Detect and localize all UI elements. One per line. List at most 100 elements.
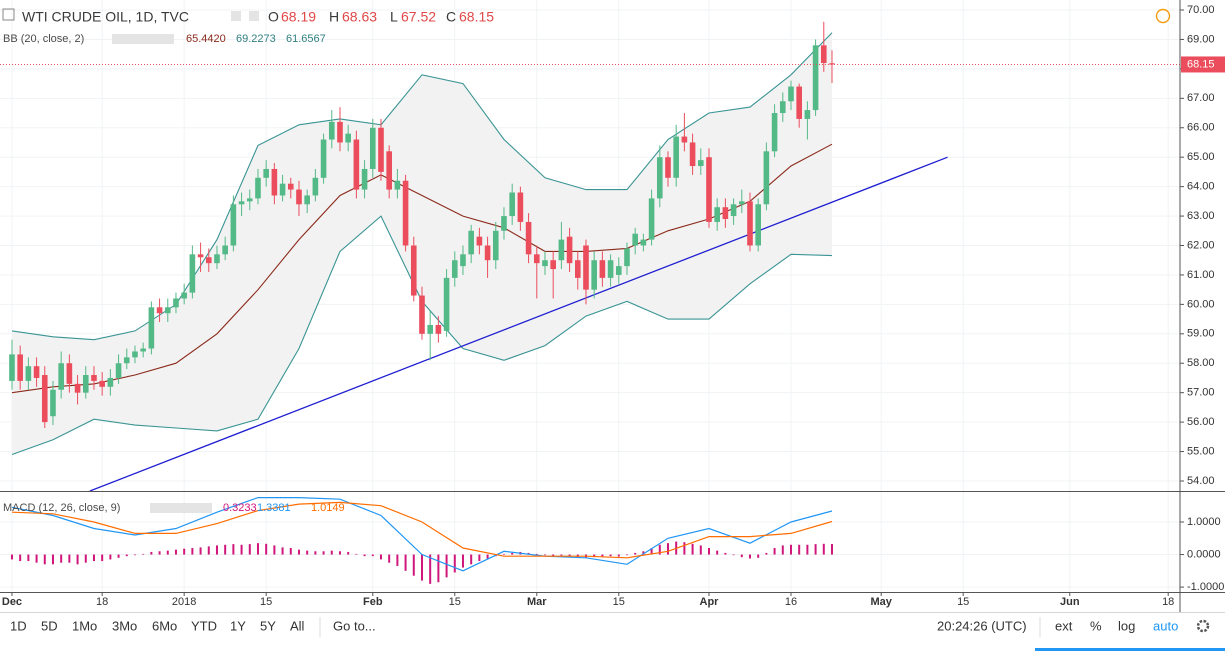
bb-value: 65.4420: [186, 33, 226, 45]
histogram-bar: [224, 544, 227, 555]
range-button[interactable]: 1Mo: [72, 618, 97, 633]
candle-body: [50, 389, 56, 417]
scale-option[interactable]: ext: [1055, 618, 1073, 633]
range-button[interactable]: All: [290, 618, 305, 633]
range-button[interactable]: 3Mo: [112, 618, 137, 633]
histogram-bar: [355, 553, 358, 555]
candle-body: [492, 230, 499, 261]
candle-body: [369, 127, 376, 169]
histogram-bar: [314, 551, 317, 555]
histogram-bar: [330, 550, 333, 555]
histogram-bar: [256, 543, 259, 555]
histogram-bar: [806, 544, 809, 555]
x-tick-label: 18: [96, 596, 108, 608]
goto-button[interactable]: Go to...: [333, 618, 376, 633]
y-tick-label: 63.00: [1187, 210, 1215, 222]
candle-body: [820, 45, 827, 63]
candle-body: [460, 254, 466, 267]
histogram-bar: [716, 550, 719, 555]
y-tick-label: 59.00: [1187, 328, 1215, 340]
range-button[interactable]: 5Y: [260, 618, 276, 633]
histogram-bar: [650, 548, 653, 555]
histogram-bar: [19, 554, 22, 562]
candle-body: [238, 201, 245, 205]
range-button[interactable]: 5D: [41, 618, 58, 633]
toolbar: 1D 5D 1Mo 3Mo 6Mo YTD 1Y 5Y All Go to...…: [10, 617, 1225, 651]
histogram-bar: [453, 554, 456, 573]
last-price-label: 68.15: [1187, 58, 1215, 70]
candle-body: [271, 168, 278, 196]
y-tick-label: 60.00: [1187, 298, 1215, 310]
indicator-icons[interactable]: [112, 34, 174, 44]
histogram-bar: [174, 549, 177, 555]
icon[interactable]: [231, 11, 241, 21]
candle-body: [164, 307, 171, 314]
histogram-bar: [625, 554, 628, 556]
histogram-bar: [133, 554, 136, 556]
histogram-bar: [502, 553, 505, 555]
candle-body: [296, 189, 302, 205]
range-button[interactable]: 6Mo: [152, 618, 177, 633]
bb-value: 61.6567: [286, 33, 326, 45]
histogram-bar: [658, 544, 661, 555]
histogram-bar: [748, 554, 751, 559]
icon[interactable]: [249, 11, 259, 21]
x-tick-label: Feb: [363, 596, 383, 608]
histogram-bar: [593, 554, 596, 558]
indicator-icons[interactable]: [150, 503, 212, 513]
histogram-bar: [798, 544, 801, 555]
histogram-bar: [724, 552, 727, 555]
x-tick-label: Dec: [2, 596, 22, 608]
histogram-bar: [773, 548, 776, 555]
settings-icon[interactable]: [1196, 619, 1210, 633]
histogram-bar: [789, 544, 792, 555]
candle-body: [33, 366, 40, 378]
candle-body: [25, 366, 32, 381]
ohlc-value: 68.63: [342, 9, 377, 25]
y-tick-label: 56.00: [1187, 416, 1215, 428]
histogram-bar: [265, 543, 268, 555]
histogram-bar: [183, 548, 186, 555]
ohlc-value: 68.15: [459, 9, 494, 25]
legend-icon: [2, 8, 15, 21]
histogram-bar: [27, 554, 30, 562]
candle-body: [197, 254, 204, 258]
candle-body: [804, 110, 811, 119]
ohlc-label: H: [329, 9, 339, 25]
histogram-bar: [683, 542, 686, 555]
candle-body: [665, 157, 671, 178]
candle-body: [558, 239, 565, 261]
histogram-bar: [822, 543, 825, 555]
scale-option[interactable]: auto: [1153, 618, 1178, 633]
candle-body: [476, 236, 483, 246]
candle-body: [706, 157, 712, 222]
scale-option[interactable]: log: [1118, 618, 1135, 633]
histogram-bar: [609, 554, 612, 557]
histogram-bar: [142, 553, 145, 555]
candle-body: [689, 142, 696, 167]
candle-body: [624, 248, 630, 267]
candle-body: [771, 113, 778, 152]
x-tick-label: Mar: [527, 596, 547, 608]
candle-body: [788, 86, 794, 102]
candle-body: [722, 207, 729, 220]
range-button[interactable]: YTD: [191, 618, 217, 633]
alert-icon[interactable]: [1155, 8, 1171, 24]
histogram-bar: [371, 554, 374, 557]
candle-body: [632, 233, 638, 246]
candle-body: [115, 363, 122, 378]
candle-body: [246, 198, 253, 202]
candle-body: [747, 201, 753, 246]
candle-body: [738, 201, 745, 205]
range-button[interactable]: 1D: [10, 618, 27, 633]
candle-body: [58, 363, 64, 390]
scale-option[interactable]: %: [1090, 618, 1102, 633]
histogram-bar: [43, 554, 46, 565]
y-tick-label: 66.00: [1187, 122, 1215, 134]
y-tick-label: 69.00: [1187, 33, 1215, 45]
candle-body: [255, 177, 261, 199]
last-price-tag: [1181, 56, 1225, 73]
candle-body: [550, 260, 556, 270]
range-button[interactable]: 1Y: [230, 618, 246, 633]
histogram-bar: [740, 554, 743, 558]
